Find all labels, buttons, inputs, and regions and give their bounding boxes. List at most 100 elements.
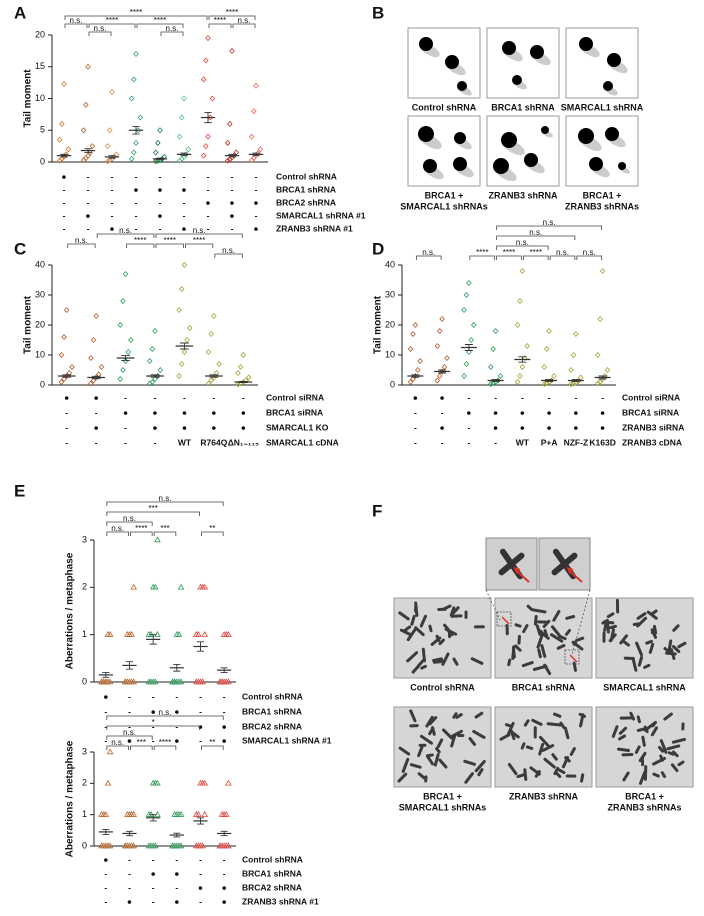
comet-head (530, 45, 544, 59)
comet-head (457, 81, 467, 91)
condition-label: BRCA2 shRNA (276, 197, 336, 207)
condition-mark: - (414, 407, 417, 417)
significance-label: n.s. (123, 728, 136, 737)
data-point (519, 268, 526, 274)
chromosome (622, 640, 630, 647)
condition-mark: ● (253, 197, 258, 207)
condition-mark: - (154, 437, 157, 447)
data-point (207, 114, 213, 121)
data-point (181, 262, 188, 268)
chromosome (523, 719, 530, 727)
data-point (211, 374, 217, 381)
data-point (154, 811, 161, 817)
significance-label: **** (106, 16, 118, 25)
condition-mark: ● (211, 407, 216, 417)
significance-label: **** (530, 248, 542, 257)
condition-mark: - (467, 392, 470, 402)
data-point (436, 328, 443, 334)
chromosome (660, 771, 667, 778)
image-caption: BRCA1 + (423, 791, 462, 801)
condition-mark: - (414, 437, 417, 447)
condition-mark: ● (85, 210, 90, 220)
chromosome (399, 628, 412, 637)
significance-label: n.s. (75, 236, 88, 245)
condition-mark: ● (109, 223, 114, 233)
condition-mark: - (111, 184, 114, 194)
condition-mark: - (414, 422, 417, 432)
condition-mark: - (441, 437, 444, 447)
chromosome (672, 645, 681, 653)
significance-label: **** (135, 524, 147, 533)
chromosome (552, 610, 561, 622)
chromosome (425, 715, 434, 728)
image-caption: SMARCAL1 shRNA (561, 102, 644, 112)
chromosome (406, 651, 419, 663)
chromosome (571, 640, 584, 651)
significance-label: n.s. (556, 248, 569, 257)
chromosome (632, 622, 640, 626)
condition-mark: ● (493, 407, 498, 417)
chromosome (473, 625, 485, 629)
chromosome (477, 768, 484, 777)
y-tick-label: 20 (385, 319, 395, 329)
significance-label: n.s. (123, 514, 136, 523)
data-point (176, 373, 182, 379)
chromosome (641, 735, 646, 747)
significance-label: *** (137, 738, 146, 747)
chromosome (468, 737, 477, 746)
chromosome (602, 620, 615, 625)
condition-mark: ● (241, 407, 246, 417)
chromosome (556, 644, 566, 650)
comet-head (589, 157, 603, 171)
condition-mark: - (212, 392, 215, 402)
data-point (543, 346, 550, 352)
condition-mark: ● (547, 422, 552, 432)
condition-mark: ● (600, 407, 605, 417)
data-point (122, 271, 129, 277)
data-point (58, 379, 65, 385)
data-point (128, 337, 134, 343)
condition-label: BRCA1 siRNA (622, 407, 679, 417)
chromosome (618, 726, 628, 735)
chromosome (666, 744, 681, 751)
y-axis-label: Tail moment (23, 295, 34, 354)
data-point (89, 143, 96, 150)
condition-mark: ● (222, 721, 227, 731)
data-point (199, 678, 206, 685)
chromosome (643, 725, 649, 734)
chromosome (554, 770, 562, 779)
metaphase-image (393, 706, 492, 788)
chromosome (637, 655, 644, 667)
y-tick-label: 10 (35, 93, 45, 103)
y-tick-label: 2 (82, 778, 87, 788)
condition-mark: - (104, 735, 107, 745)
condition-mark: ● (229, 197, 234, 207)
data-point (137, 114, 144, 121)
data-point (131, 149, 137, 156)
data-point (225, 779, 232, 786)
y-tick-label: 0 (82, 676, 87, 686)
zoom-guide (571, 589, 591, 656)
data-point (229, 47, 235, 54)
condition-mark: - (128, 882, 131, 892)
chromosome (531, 718, 543, 726)
significance-label: n.s. (543, 218, 556, 227)
condition-mark: - (175, 854, 178, 864)
panel-label: B (372, 3, 384, 22)
data-point (225, 842, 232, 849)
significance-label: *** (148, 504, 157, 513)
chromosome (681, 722, 685, 731)
data-point (154, 779, 161, 786)
significance-label: n.s. (238, 16, 251, 25)
condition-mark: ● (103, 691, 108, 701)
data-point (147, 811, 155, 817)
data-point (63, 307, 70, 313)
data-point (120, 298, 126, 304)
comet-head (419, 37, 433, 51)
condition-mark: - (199, 896, 202, 906)
image-caption: BRCA1 + (625, 791, 664, 801)
condition-mark: - (183, 392, 186, 402)
chromosome (522, 624, 529, 634)
comet-head (578, 128, 594, 144)
condition-mark: ● (157, 210, 162, 220)
